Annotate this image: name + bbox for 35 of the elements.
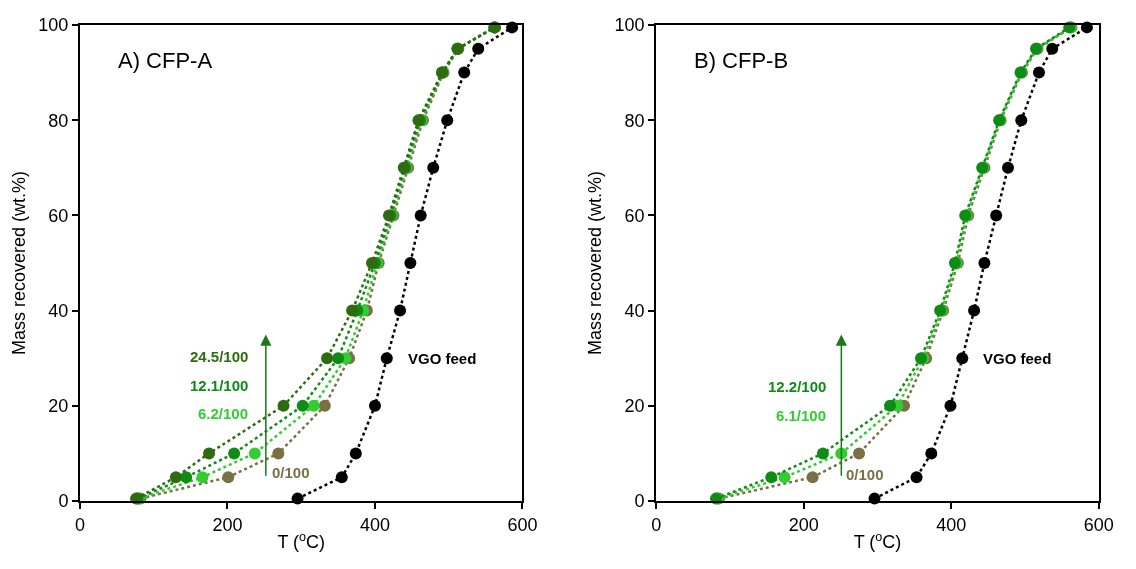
- y-tick-label: 0: [634, 491, 645, 512]
- x-tick-label: 0: [74, 514, 86, 535]
- y-axis-title: Mass recovered (wt.%): [9, 170, 30, 356]
- series-label: 0/100: [846, 466, 884, 483]
- x-tick-label: 400: [936, 514, 967, 535]
- y-tick-label: 40: [48, 300, 69, 321]
- x-tick-label: 0: [651, 514, 662, 535]
- x-tick-label: 200: [788, 514, 819, 535]
- y-tick-label: 20: [624, 396, 645, 417]
- series-label: 6.1/100: [776, 407, 827, 424]
- text: 12.1/100: [190, 377, 249, 394]
- series-label: 6.2/100: [198, 405, 249, 422]
- y-tick-label: 40: [624, 300, 645, 321]
- x-tick-label: 600: [507, 514, 538, 535]
- series-label: 0/100: [272, 464, 310, 481]
- text: 12.2/100: [768, 378, 827, 395]
- x-tick-label: 600: [1083, 514, 1114, 535]
- x-axis-title: T ($^{o}$C): [853, 529, 902, 553]
- y-tick-label: 80: [624, 110, 645, 131]
- y-axis-title: Mass recovered (wt.%): [585, 170, 606, 356]
- series-label: VGO feed: [408, 350, 477, 367]
- x-axis-title: T ($^{o}$C): [277, 529, 326, 553]
- y-tick-label: 100: [614, 15, 645, 36]
- y-tick-label: 100: [38, 15, 69, 36]
- y-tick-label: 60: [48, 205, 69, 226]
- y-tick-label: 80: [48, 110, 69, 131]
- x-tick-label: 400: [359, 514, 390, 535]
- y-tick-label: 0: [58, 491, 69, 512]
- y-tick-label: 60: [624, 205, 645, 226]
- text: B) CFP-B: [694, 48, 789, 73]
- y-tick-label: 20: [48, 396, 69, 417]
- x-tick-label: 200: [212, 514, 243, 535]
- series-label: VGO feed: [983, 350, 1052, 367]
- text: 24.5/100: [190, 348, 249, 365]
- text: A) CFP-A: [118, 48, 213, 73]
